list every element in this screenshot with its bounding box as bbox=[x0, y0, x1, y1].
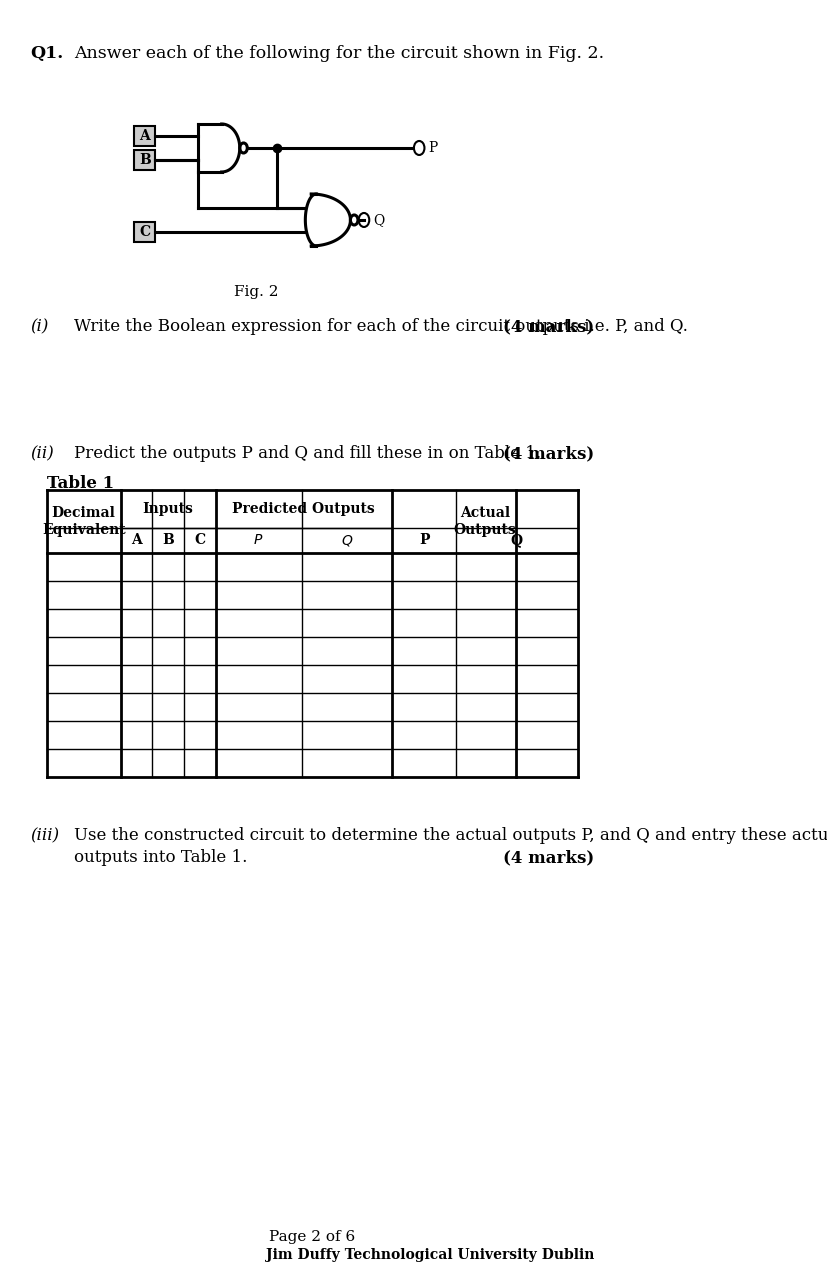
Text: Q1.: Q1. bbox=[30, 46, 64, 62]
Text: B: B bbox=[162, 533, 174, 547]
FancyBboxPatch shape bbox=[134, 127, 155, 146]
FancyBboxPatch shape bbox=[134, 149, 155, 170]
Text: Decimal
Equivalent: Decimal Equivalent bbox=[42, 506, 126, 537]
Text: (4 marks): (4 marks) bbox=[502, 444, 594, 462]
Text: Answer each of the following for the circuit shown in Fig. 2.: Answer each of the following for the cir… bbox=[74, 46, 603, 62]
Text: Jim Duffy Technological University Dublin: Jim Duffy Technological University Dubli… bbox=[265, 1248, 594, 1262]
Text: Predict the outputs P and Q and fill these in on Table 1.: Predict the outputs P and Q and fill the… bbox=[74, 444, 540, 462]
Text: Page 2 of 6: Page 2 of 6 bbox=[269, 1229, 355, 1244]
Text: $Q$: $Q$ bbox=[340, 533, 352, 548]
Text: A: A bbox=[139, 129, 150, 143]
Text: Predicted Outputs: Predicted Outputs bbox=[232, 501, 375, 517]
Text: Q: Q bbox=[373, 213, 384, 227]
Text: (iii): (iii) bbox=[30, 827, 60, 844]
FancyBboxPatch shape bbox=[134, 222, 155, 242]
Text: Fig. 2: Fig. 2 bbox=[234, 285, 278, 299]
Text: Q: Q bbox=[510, 533, 522, 547]
Text: outputs into Table 1.: outputs into Table 1. bbox=[74, 849, 247, 866]
Text: Write the Boolean expression for each of the circuit outputs i.e. P, and Q.: Write the Boolean expression for each of… bbox=[74, 318, 687, 335]
Text: (ii): (ii) bbox=[30, 444, 54, 462]
Text: Inputs: Inputs bbox=[142, 501, 194, 517]
Text: C: C bbox=[194, 533, 205, 547]
Text: C: C bbox=[139, 225, 151, 239]
Text: (4 marks): (4 marks) bbox=[502, 849, 594, 866]
Text: B: B bbox=[139, 153, 151, 167]
Text: Table 1: Table 1 bbox=[46, 475, 114, 492]
Text: (i): (i) bbox=[30, 318, 49, 335]
Text: Use the constructed circuit to determine the actual outputs P, and Q and entry t: Use the constructed circuit to determine… bbox=[74, 827, 827, 844]
Text: Actual
Outputs: Actual Outputs bbox=[453, 506, 515, 537]
Text: (4 marks): (4 marks) bbox=[502, 318, 594, 335]
Text: P: P bbox=[428, 141, 437, 154]
Text: P: P bbox=[418, 533, 429, 547]
Text: $P$: $P$ bbox=[253, 533, 264, 547]
Text: A: A bbox=[131, 533, 141, 547]
